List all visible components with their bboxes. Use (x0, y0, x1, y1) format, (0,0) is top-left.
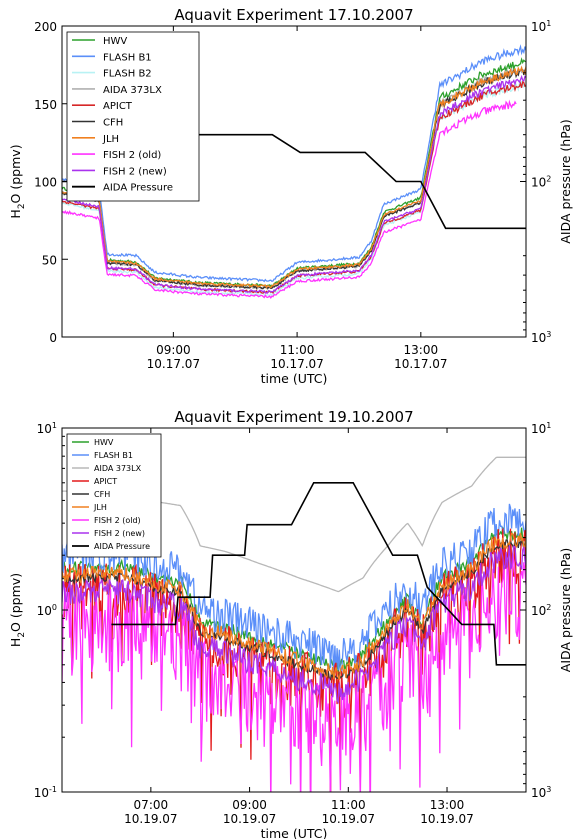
series-line-6 (62, 553, 526, 792)
legend-entry: FISH 2 (new) (94, 529, 145, 538)
y2-tick-label: 103 (531, 785, 551, 800)
series-line-5 (62, 532, 526, 681)
y2-axis-label: AIDA pressure (hPa) (558, 548, 573, 672)
legend-entry: APICT (103, 101, 133, 112)
x-tick-date: 10.19.07 (420, 812, 473, 826)
legend-entry: FLASH B1 (94, 451, 133, 460)
x-tick-date: 10.19.07 (322, 812, 375, 826)
y2-tick-label: 102 (531, 175, 551, 190)
y-tick-label: 100 (34, 176, 57, 190)
x-tick-date: 10.19.07 (223, 812, 276, 826)
legend-entry: AIDA Pressure (103, 183, 173, 194)
legend-entry: HWV (103, 36, 127, 47)
x-tick-label: 11:00 (280, 343, 315, 357)
series-line-2 (62, 80, 526, 297)
legend-entry: FLASH B2 (103, 69, 152, 80)
legend-entry: JLH (93, 503, 107, 512)
y-tick-label: 101 (37, 421, 57, 436)
y-tick-label: 150 (34, 98, 57, 112)
x-tick-label: 13:00 (404, 343, 439, 357)
series-line-6 (62, 65, 526, 289)
series-line-7 (62, 545, 526, 705)
y2-tick-label: 103 (531, 330, 551, 345)
x-tick-label: 09:00 (232, 798, 267, 812)
series-line-1 (62, 44, 526, 283)
x-axis-label: time (UTC) (261, 371, 328, 386)
legend-entry: CFH (94, 490, 110, 499)
y-tick-label: 50 (42, 253, 57, 267)
chart-title: Aquavit Experiment 17.10.2007 (174, 6, 413, 24)
legend-box (66, 31, 200, 202)
chart-bottom: Aquavit Experiment 19.10.200707:0010.19.… (8, 408, 573, 839)
legend-entry: AIDA Pressure (94, 542, 150, 551)
y-axis-label: H2O (ppmv) (8, 573, 27, 647)
legend-entry: FLASH B1 (103, 52, 152, 63)
y-tick-label: 200 (34, 20, 57, 34)
legend-entry: APICT (94, 477, 117, 486)
y2-axis-label: AIDA pressure (hPa) (558, 119, 573, 243)
y-tick-label: 100 (37, 603, 57, 618)
pressure-line (111, 482, 526, 666)
x-tick-date: 10.19.07 (124, 812, 177, 826)
series-line-7 (62, 99, 517, 299)
series-line-8 (62, 74, 526, 294)
x-tick-date: 10.17.07 (394, 357, 447, 371)
y-tick-label: 0 (49, 331, 57, 345)
legend: HWV FLASH B1 AIDA 373LX APICT CFH JLH FISH 2 (… (66, 433, 162, 558)
legend-entry: FISH 2 (new) (103, 166, 167, 177)
legend-entry: HWV (94, 438, 114, 447)
legend-entry: FISH 2 (old) (103, 150, 161, 161)
legend-entry: AIDA 373LX (103, 85, 162, 96)
y-tick-label: 10-1 (34, 785, 57, 800)
x-tick-label: 09:00 (156, 343, 191, 357)
y-axis-label: H2O (ppmv) (8, 144, 27, 218)
x-tick-label: 11:00 (331, 798, 366, 812)
x-tick-label: 07:00 (134, 798, 169, 812)
y2-tick-label: 101 (531, 19, 551, 34)
y2-tick-label: 101 (531, 421, 551, 436)
x-axis-label: time (UTC) (261, 826, 328, 839)
y2-tick-label: 102 (531, 603, 551, 618)
x-tick-date: 10.17.07 (147, 357, 200, 371)
legend-entry: FISH 2 (old) (94, 516, 141, 525)
chart-title: Aquavit Experiment 19.10.2007 (174, 408, 413, 426)
legend: HWV FLASH B1 FLASH B2 AIDA 373LX APICT CFH JLH… (66, 31, 200, 202)
x-tick-label: 13:00 (430, 798, 465, 812)
legend-entry: JLH (102, 134, 119, 145)
legend-entry: AIDA 373LX (94, 464, 142, 473)
chart-top: Aquavit Experiment 17.10.200709:0010.17.… (8, 6, 573, 386)
x-tick-date: 10.17.07 (270, 357, 323, 371)
legend-entry: CFH (103, 118, 123, 129)
